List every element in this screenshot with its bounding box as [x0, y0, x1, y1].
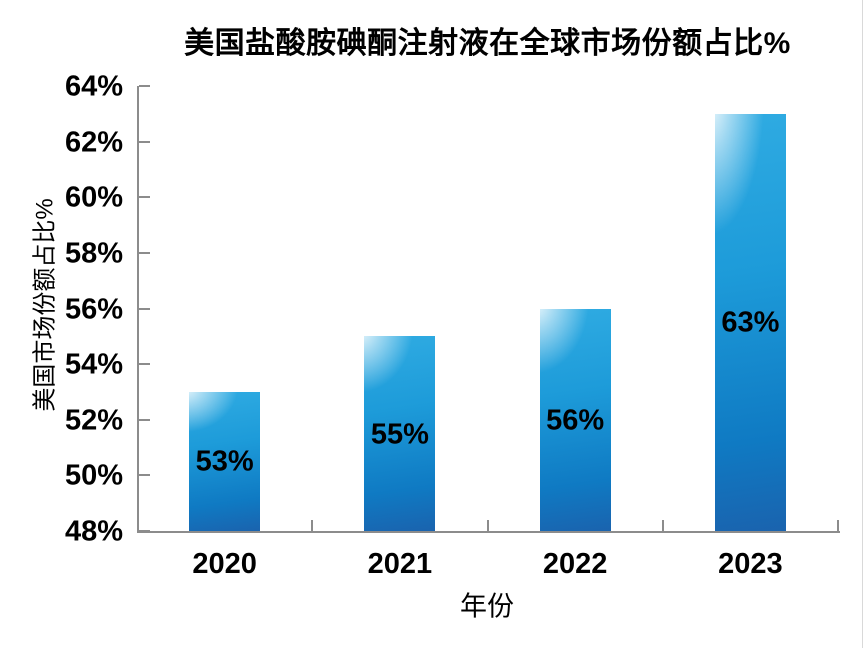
x-tick-label: 2020	[192, 548, 257, 580]
x-tick-label: 2021	[367, 548, 433, 580]
y-tick-label: 58%	[64, 237, 123, 270]
bar-value-label: 56%	[546, 404, 605, 437]
y-tick-mark	[139, 196, 150, 199]
y-tick-label: 60%	[64, 181, 123, 214]
x-tick-label: 2023	[718, 548, 783, 580]
bar-2023	[714, 113, 786, 531]
bar-value-label: 53%	[195, 445, 254, 478]
y-tick-label: 54%	[64, 348, 123, 381]
x-tick-mark	[837, 520, 839, 531]
x-tick-mark	[486, 520, 489, 531]
y-tick-label: 48%	[64, 515, 123, 548]
x-axis-line	[137, 531, 840, 533]
y-tick-label: 56%	[64, 293, 123, 325]
x-tick-mark	[311, 520, 314, 531]
y-tick-mark	[139, 251, 150, 254]
bar-2020	[189, 391, 261, 531]
bar-2021	[364, 336, 436, 531]
y-tick-label: 52%	[64, 404, 123, 437]
bar-2022	[539, 308, 611, 531]
y-tick-mark	[139, 307, 150, 310]
bar-value-label: 63%	[721, 306, 780, 339]
y-tick-mark	[139, 530, 150, 532]
bar-value-label: 55%	[370, 418, 429, 451]
chart-title: 美国盐酸胺碘酮注射液在全球市场份额占比%	[184, 27, 791, 60]
y-tick-mark	[139, 363, 150, 366]
x-tick-label: 2022	[542, 548, 608, 580]
y-axis-line	[137, 86, 139, 533]
y-tick-mark	[139, 418, 150, 421]
x-axis-title: 年份	[460, 591, 514, 622]
y-tick-mark	[139, 474, 150, 477]
y-tick-label: 62%	[64, 126, 123, 159]
y-tick-label: 64%	[64, 70, 123, 103]
y-tick-mark	[139, 85, 150, 87]
x-tick-mark	[661, 520, 664, 531]
y-tick-label: 50%	[64, 459, 123, 492]
y-tick-mark	[139, 140, 150, 143]
